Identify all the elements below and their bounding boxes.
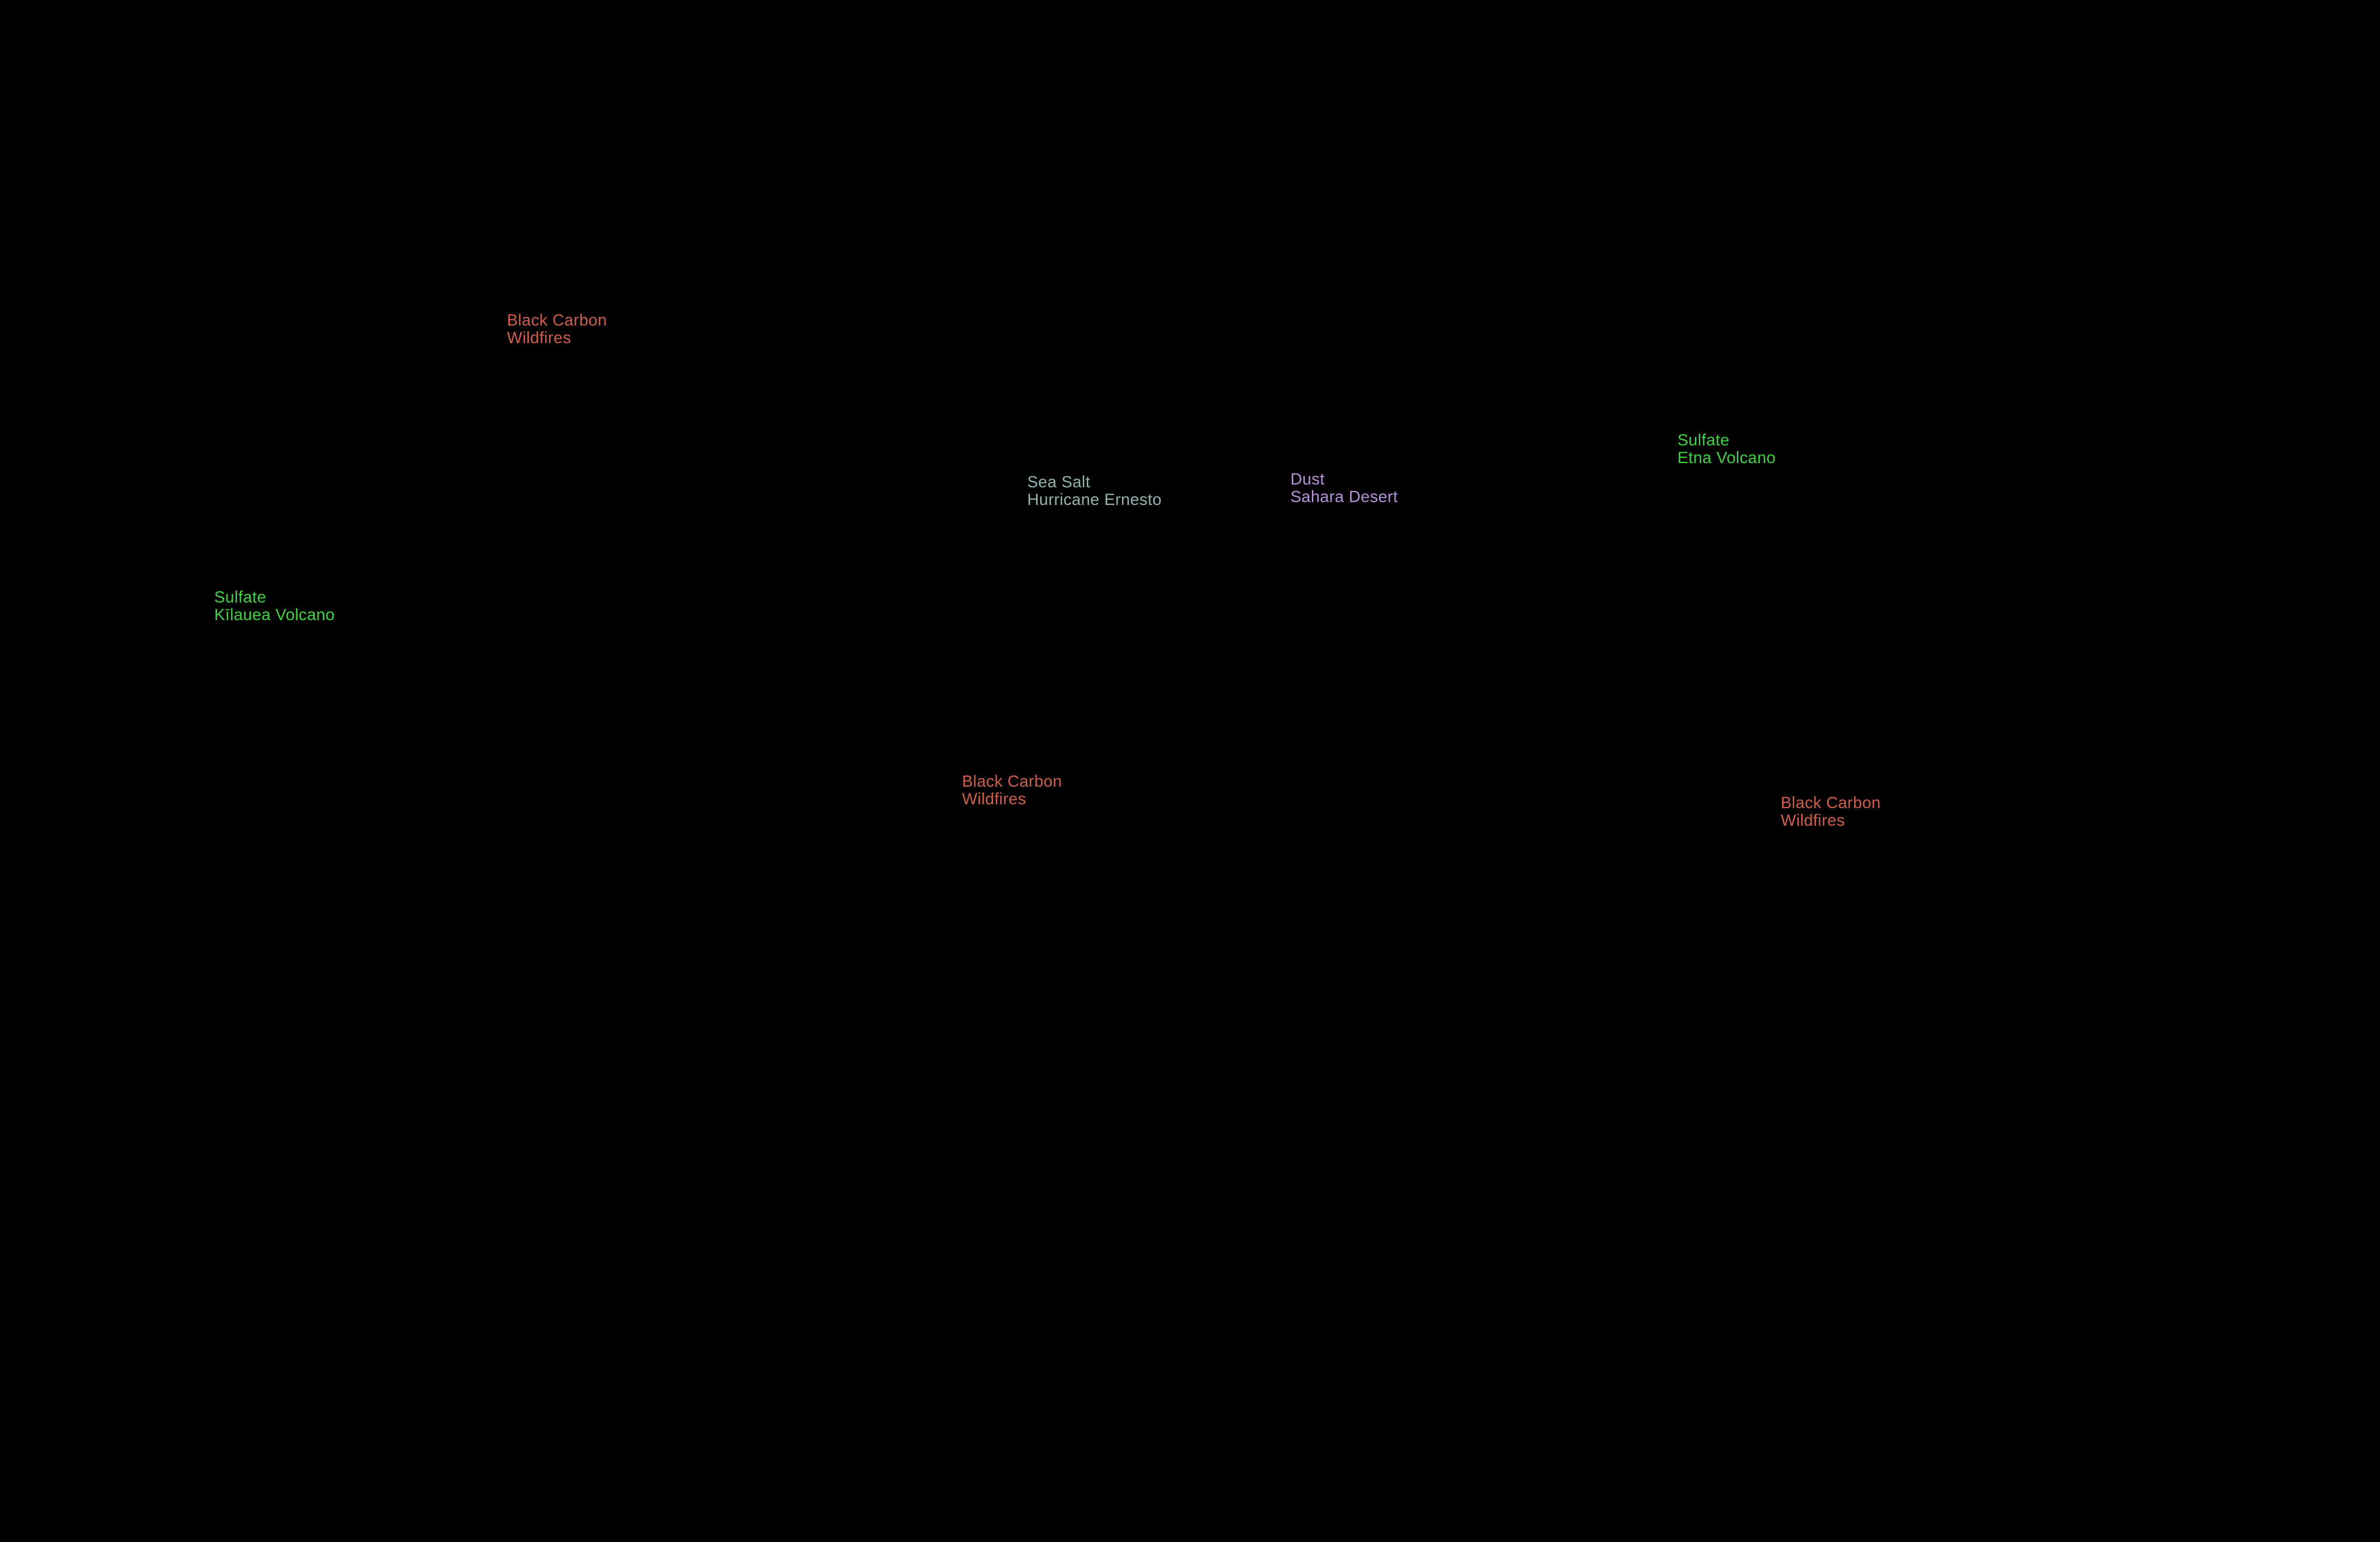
- aerosol-label-black-carbon-wildfires-northwest: Black Carbon Wildfires: [507, 312, 607, 347]
- aerosol-label-dust-sahara-desert: Dust Sahara Desert: [1290, 471, 1398, 506]
- aerosol-label-sulfate-kilauea-volcano: Sulfate Kīlauea Volcano: [214, 589, 335, 624]
- aerosol-label-black-carbon-wildfires-east: Black Carbon Wildfires: [1781, 794, 1881, 830]
- aerosol-source-label: Wildfires: [962, 790, 1026, 808]
- aerosol-type-label: Black Carbon: [962, 772, 1062, 791]
- aerosol-type-label: Sea Salt: [1027, 473, 1091, 491]
- aerosol-label-black-carbon-wildfires-central: Black Carbon Wildfires: [962, 773, 1062, 808]
- aerosol-label-sea-salt-hurricane-ernesto: Sea Salt Hurricane Ernesto: [1027, 474, 1162, 509]
- aerosol-source-label: Sahara Desert: [1290, 488, 1398, 506]
- aerosol-type-label: Black Carbon: [507, 311, 607, 329]
- aerosol-type-label: Sulfate: [1677, 431, 1730, 449]
- aerosol-label-sulfate-etna-volcano: Sulfate Etna Volcano: [1677, 432, 1775, 467]
- aerosol-source-label: Hurricane Ernesto: [1027, 491, 1162, 509]
- aerosol-source-label: Etna Volcano: [1677, 449, 1776, 467]
- aerosol-type-label: Sulfate: [214, 588, 267, 606]
- aerosol-source-label: Wildfires: [507, 329, 571, 347]
- aerosol-source-label: Kīlauea Volcano: [214, 606, 335, 624]
- aerosol-type-label: Black Carbon: [1781, 794, 1881, 812]
- aerosol-source-label: Wildfires: [1781, 811, 1845, 830]
- aerosol-type-label: Dust: [1290, 470, 1325, 488]
